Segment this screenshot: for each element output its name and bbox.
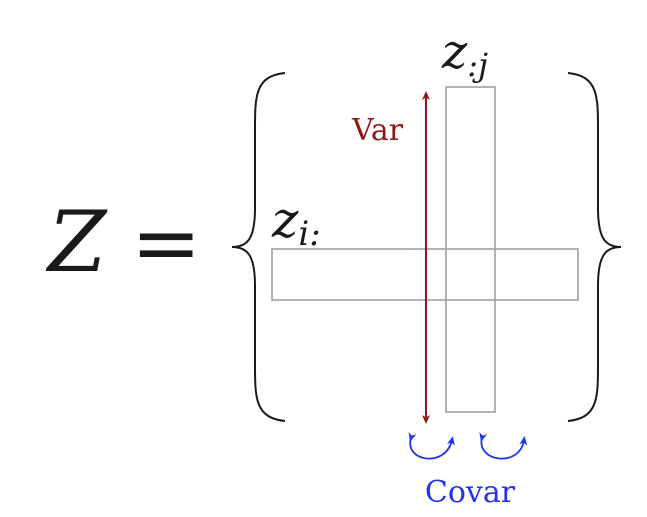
row-label-base: z xyxy=(271,191,299,249)
covariance-arrow-right xyxy=(479,432,528,460)
equals-sign: = xyxy=(131,194,201,292)
column-vector-box xyxy=(445,86,496,413)
covariance-label: Covar xyxy=(425,475,516,510)
matrix-symbol: Z xyxy=(45,193,108,291)
column-vector-label: z:j xyxy=(441,24,488,84)
column-label-subscript: :j xyxy=(467,46,488,84)
covariance-arrow-left xyxy=(408,432,455,460)
left-curly-brace xyxy=(231,72,286,422)
row-vector-label: zi: xyxy=(271,191,321,254)
row-label-subscript: i: xyxy=(298,214,320,254)
column-label-base: z xyxy=(441,24,468,80)
right-curly-brace xyxy=(567,72,622,422)
variance-label: Var xyxy=(351,113,404,148)
